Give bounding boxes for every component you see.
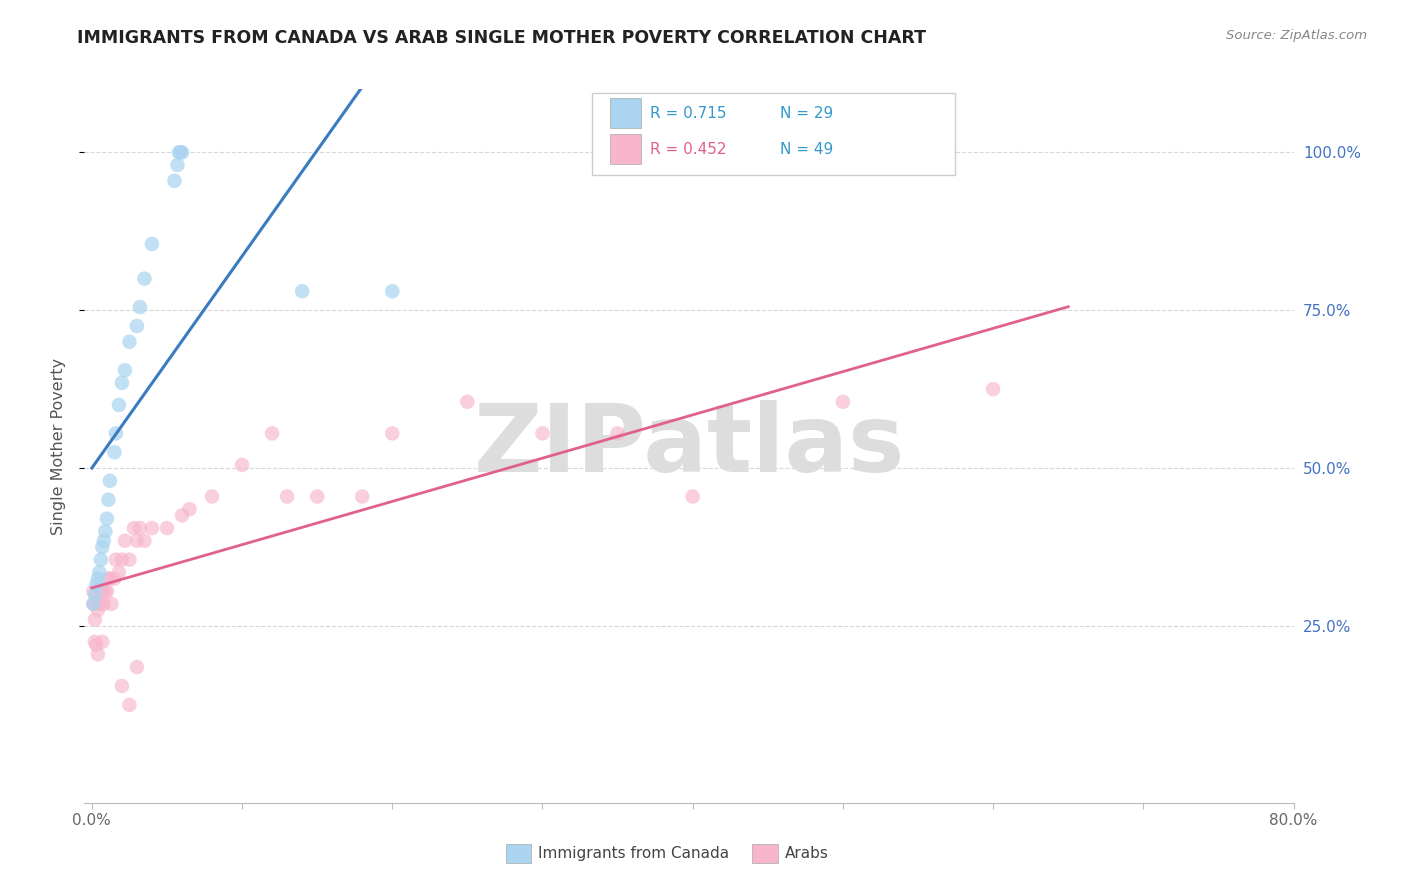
Point <box>114 363 136 377</box>
Point <box>122 521 145 535</box>
Point <box>179 502 201 516</box>
Text: Immigrants from Canada: Immigrants from Canada <box>538 847 730 861</box>
Point <box>170 508 193 523</box>
Point <box>381 285 404 299</box>
Point <box>90 597 112 611</box>
FancyBboxPatch shape <box>610 98 641 128</box>
Point <box>91 584 114 599</box>
Point <box>201 490 224 504</box>
Point <box>262 426 284 441</box>
Point <box>129 300 152 314</box>
Point <box>103 445 125 459</box>
Point <box>134 533 156 548</box>
Point <box>83 634 105 648</box>
Point <box>87 648 110 662</box>
Point <box>118 334 141 349</box>
Point <box>100 597 122 611</box>
Text: N = 29: N = 29 <box>780 106 832 121</box>
Point <box>97 492 120 507</box>
Point <box>125 660 148 674</box>
Point <box>97 572 120 586</box>
Point <box>86 638 108 652</box>
Point <box>167 145 190 160</box>
Point <box>82 584 104 599</box>
Point <box>94 584 117 599</box>
Point <box>134 271 156 285</box>
Point <box>89 584 111 599</box>
Point <box>125 318 148 333</box>
Point <box>166 158 188 172</box>
Point <box>104 552 127 566</box>
Point <box>93 533 115 548</box>
Text: Arabs: Arabs <box>785 847 828 861</box>
Text: IMMIGRANTS FROM CANADA VS ARAB SINGLE MOTHER POVERTY CORRELATION CHART: IMMIGRANTS FROM CANADA VS ARAB SINGLE MO… <box>77 29 927 46</box>
Point <box>169 145 191 160</box>
Point <box>141 236 163 251</box>
Point <box>156 521 179 535</box>
Point <box>118 698 141 712</box>
Point <box>91 634 114 648</box>
Point <box>981 382 1004 396</box>
Point <box>86 597 108 611</box>
Point <box>96 584 118 599</box>
Point <box>276 490 298 504</box>
Point <box>96 511 118 525</box>
Text: R = 0.452: R = 0.452 <box>650 142 727 157</box>
Point <box>94 524 117 539</box>
Point <box>114 533 136 548</box>
Point <box>91 540 114 554</box>
Point <box>111 679 134 693</box>
FancyBboxPatch shape <box>610 134 641 164</box>
Point <box>352 490 374 504</box>
Point <box>163 174 186 188</box>
Point <box>86 578 108 592</box>
Point <box>111 552 134 566</box>
Point <box>103 572 125 586</box>
Point <box>108 398 131 412</box>
Point <box>89 566 111 580</box>
Point <box>87 572 110 586</box>
Point <box>832 394 855 409</box>
Y-axis label: Single Mother Poverty: Single Mother Poverty <box>51 358 66 534</box>
Point <box>87 603 110 617</box>
Point <box>125 533 148 548</box>
Point <box>118 552 141 566</box>
Point <box>170 145 193 160</box>
Text: ZIPatlas: ZIPatlas <box>474 400 904 492</box>
Text: N = 49: N = 49 <box>780 142 832 157</box>
Point <box>381 426 404 441</box>
Point <box>82 597 104 611</box>
Point <box>90 552 112 566</box>
Point <box>291 285 314 299</box>
Point <box>82 597 104 611</box>
Point <box>456 394 478 409</box>
Point <box>108 566 131 580</box>
Point <box>98 572 121 586</box>
Point <box>98 474 121 488</box>
Point <box>111 376 134 390</box>
Text: Source: ZipAtlas.com: Source: ZipAtlas.com <box>1226 29 1367 42</box>
Point <box>90 584 112 599</box>
Point <box>89 597 111 611</box>
Point <box>682 490 704 504</box>
Point <box>606 426 628 441</box>
Point <box>141 521 163 535</box>
Text: R = 0.715: R = 0.715 <box>650 106 727 121</box>
Point <box>83 613 105 627</box>
Point <box>104 426 127 441</box>
Point <box>231 458 253 472</box>
Point <box>531 426 554 441</box>
Point <box>307 490 329 504</box>
Point <box>93 597 115 611</box>
Point <box>83 587 105 601</box>
FancyBboxPatch shape <box>592 93 955 175</box>
Point <box>129 521 152 535</box>
